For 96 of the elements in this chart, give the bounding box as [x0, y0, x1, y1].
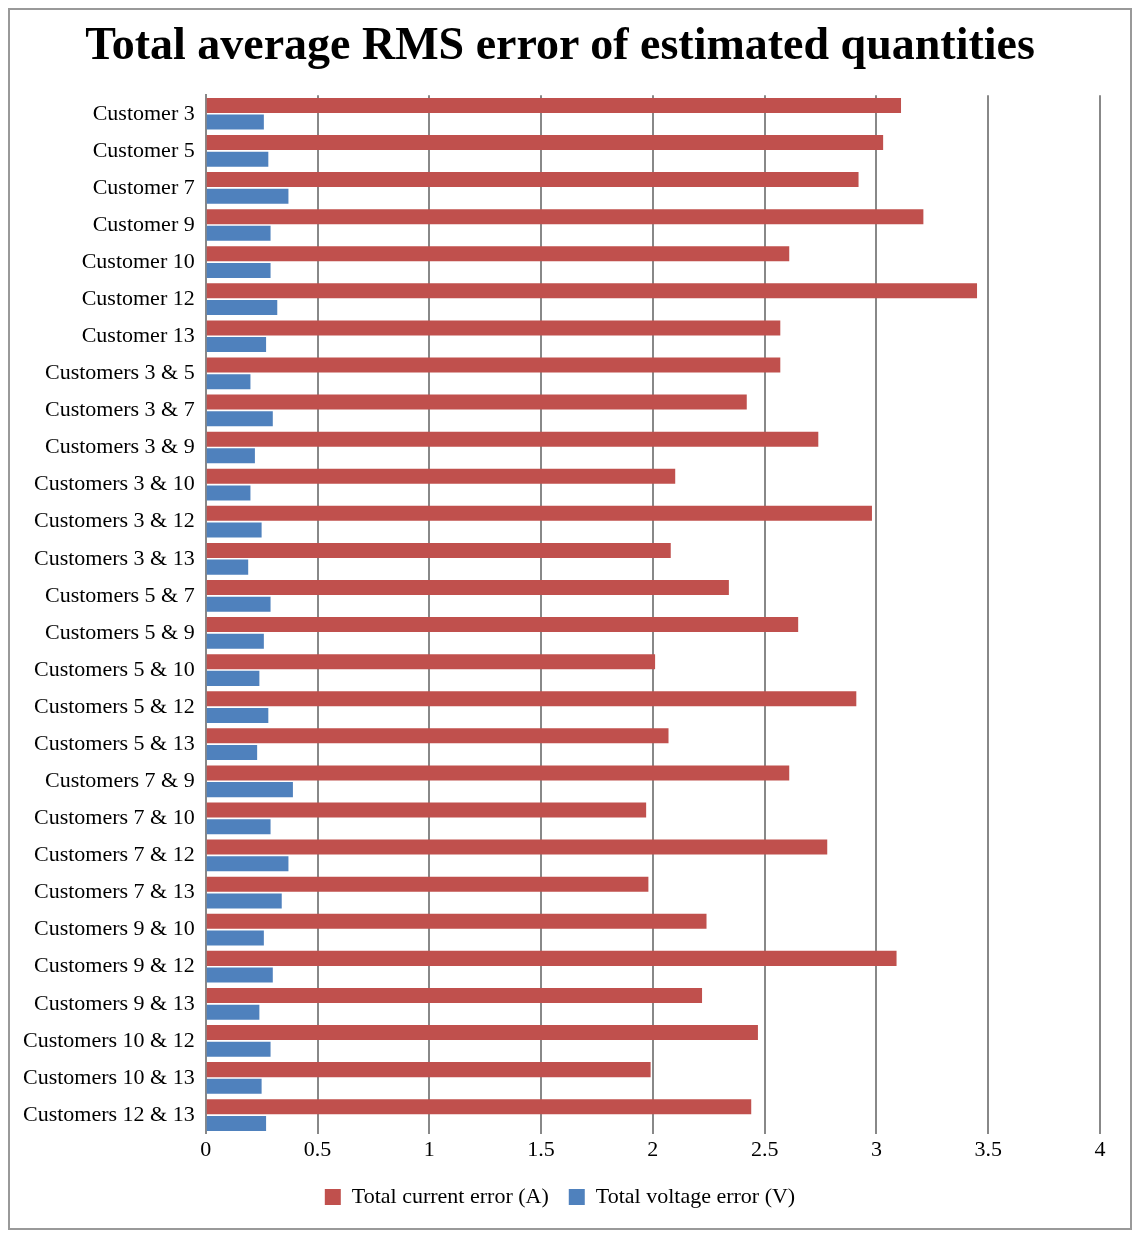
x-tick-label: 2.5 [750, 1135, 779, 1161]
bar [206, 542, 671, 558]
y-tick-label: Customer 13 [81, 322, 195, 348]
y-tick-label: Customers 7 & 12 [33, 841, 195, 867]
y-tick-label: Customers 3 & 13 [33, 544, 195, 570]
bar [206, 505, 872, 521]
bar [206, 617, 799, 633]
bar [206, 987, 703, 1003]
bar [206, 839, 828, 855]
bar [206, 596, 271, 612]
bar [206, 337, 267, 353]
bar [206, 411, 273, 427]
y-tick-label: Customers 7 & 10 [33, 804, 195, 830]
bar [206, 357, 781, 373]
bar [206, 670, 260, 686]
x-tick-label: 2 [647, 1135, 659, 1161]
bar [206, 654, 656, 670]
bar [206, 468, 676, 484]
bar [206, 1078, 262, 1094]
y-tick-label: Customers 9 & 10 [33, 915, 195, 941]
y-tick-label: Customers 5 & 13 [33, 729, 195, 755]
bar [206, 374, 251, 390]
bar [206, 1041, 271, 1057]
bar [206, 485, 251, 501]
y-tick-label: Customers 7 & 13 [33, 878, 195, 904]
x-tick-label: 3.5 [974, 1135, 1002, 1161]
bar [206, 950, 897, 966]
bar [206, 225, 271, 241]
y-tick-label: Customer 7 [92, 173, 195, 199]
y-tick-label: Customers 5 & 10 [33, 655, 195, 681]
bar [206, 893, 282, 909]
bar [206, 209, 924, 225]
x-tick-label: 3 [870, 1135, 882, 1161]
y-tick-label: Customer 12 [81, 284, 195, 310]
bar [206, 782, 293, 798]
bar [206, 283, 978, 299]
bar [206, 745, 258, 761]
bar [206, 633, 264, 649]
bar [206, 580, 729, 596]
bar [206, 172, 859, 188]
y-tick-label: Customers 3 & 7 [44, 396, 195, 422]
y-tick-label: Customers 5 & 9 [44, 618, 195, 644]
x-tick-label: 4 [1094, 1135, 1106, 1161]
bar [206, 97, 902, 113]
bar [206, 876, 649, 892]
bar [206, 707, 269, 723]
y-tick-label: Customers 5 & 12 [33, 692, 195, 718]
y-tick-label: Customers 12 & 13 [22, 1100, 195, 1126]
bar [206, 522, 262, 538]
x-tick-label: 1 [423, 1135, 435, 1161]
bar [206, 300, 278, 316]
bar [206, 134, 884, 150]
bar [206, 262, 271, 278]
bar [206, 819, 271, 835]
y-tick-label: Customers 9 & 12 [33, 952, 195, 978]
bar [206, 114, 264, 130]
bar [206, 913, 707, 929]
bar [206, 1025, 758, 1041]
y-tick-label: Customers 10 & 13 [22, 1063, 195, 1089]
bar [206, 559, 249, 575]
y-tick-label: Customers 3 & 9 [44, 433, 195, 459]
bar [206, 1004, 260, 1020]
bar [206, 930, 264, 946]
legend-label: Total current error (A) [351, 1182, 549, 1208]
y-tick-label: Customers 9 & 13 [33, 989, 195, 1015]
legend-label: Total voltage error (V) [595, 1182, 796, 1208]
bar [206, 188, 289, 204]
bar [206, 802, 647, 818]
bar [206, 246, 790, 262]
bar [206, 1099, 752, 1115]
y-tick-label: Customers 3 & 5 [44, 359, 195, 385]
x-tick-label: 1.5 [527, 1135, 555, 1161]
y-tick-label: Customer 10 [81, 247, 195, 273]
bar [206, 765, 790, 781]
bar [206, 1062, 651, 1078]
bar [206, 856, 289, 872]
y-tick-label: Customers 7 & 9 [44, 767, 195, 793]
bar [206, 394, 747, 410]
bar [206, 691, 857, 707]
x-tick-label: 0 [200, 1135, 212, 1161]
y-tick-label: Customers 5 & 7 [44, 581, 195, 607]
bar [206, 967, 273, 983]
y-tick-label: Customer 3 [92, 99, 195, 125]
y-tick-label: Customer 5 [92, 136, 195, 162]
y-tick-label: Customers 3 & 12 [33, 507, 195, 533]
x-tick-label: 0.5 [303, 1135, 332, 1161]
chart-title: Total average RMS error of estimated quantities [85, 18, 1035, 70]
bar [206, 431, 819, 447]
bar [206, 1115, 267, 1131]
bar [206, 151, 269, 167]
bar [206, 448, 255, 464]
y-tick-label: Customer 9 [92, 210, 195, 236]
y-tick-label: Customers 10 & 12 [22, 1026, 195, 1052]
y-tick-label: Customers 3 & 10 [33, 470, 195, 496]
bar [206, 728, 669, 744]
bar [206, 320, 781, 336]
